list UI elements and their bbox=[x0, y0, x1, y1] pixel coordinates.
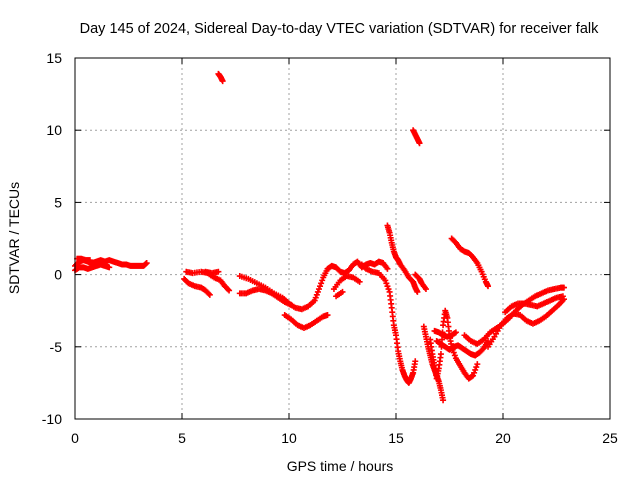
y-tick-label: -5 bbox=[50, 339, 63, 355]
series-afternoon-9 bbox=[433, 338, 492, 359]
data-point bbox=[219, 78, 226, 85]
x-tick-label: 0 bbox=[71, 430, 79, 446]
series-morning-1 bbox=[181, 275, 213, 298]
data-point bbox=[339, 288, 346, 295]
data-point bbox=[414, 288, 421, 295]
data-point bbox=[86, 257, 93, 264]
series-afternoon-4 bbox=[384, 222, 421, 295]
axis-ticks: 0 5 10 15 20 25 -10 -5 0 5 10 15 bbox=[42, 50, 618, 446]
data-point bbox=[382, 277, 389, 284]
series-afternoon-11 bbox=[448, 235, 492, 290]
data-point bbox=[384, 265, 391, 272]
data-point bbox=[385, 286, 392, 293]
data-point bbox=[452, 329, 459, 336]
data-point bbox=[314, 288, 321, 295]
data-point bbox=[205, 290, 212, 297]
data-point bbox=[315, 286, 322, 293]
data-point bbox=[451, 352, 458, 359]
series-afternoon-1 bbox=[330, 273, 363, 293]
series-afternoon-2 bbox=[333, 288, 346, 300]
series-afternoon-5 bbox=[410, 127, 423, 147]
data-point bbox=[559, 293, 566, 300]
x-tick-label: 10 bbox=[281, 430, 297, 446]
data-point bbox=[384, 283, 391, 290]
series-morning-3 bbox=[202, 268, 222, 277]
data-point bbox=[422, 286, 429, 293]
data-point bbox=[485, 283, 492, 290]
data-point bbox=[312, 294, 319, 301]
y-tick-label: 10 bbox=[46, 122, 62, 138]
data-point bbox=[416, 140, 423, 147]
data-point bbox=[560, 284, 567, 291]
plot-frame bbox=[74, 57, 611, 420]
data-point bbox=[143, 260, 150, 267]
data-point bbox=[437, 351, 444, 358]
data-point bbox=[470, 372, 477, 379]
y-tick-label: -10 bbox=[42, 411, 62, 427]
series-afternoon-6 bbox=[412, 271, 429, 293]
data-point bbox=[471, 369, 478, 376]
series-early-b bbox=[72, 261, 113, 274]
data-point bbox=[311, 297, 318, 304]
series-morning-6 bbox=[281, 312, 331, 332]
data-point bbox=[318, 280, 325, 287]
y-axis-label: SDTVAR / TECUs bbox=[6, 182, 22, 294]
data-point bbox=[473, 364, 480, 371]
data-points bbox=[72, 70, 567, 404]
x-tick-label: 5 bbox=[178, 430, 186, 446]
data-point bbox=[106, 264, 113, 271]
grid-lines bbox=[75, 58, 610, 419]
x-axis-label: GPS time / hours bbox=[287, 458, 394, 474]
data-point bbox=[439, 336, 446, 343]
y-tick-label: 5 bbox=[54, 194, 62, 210]
data-point bbox=[319, 277, 326, 284]
data-point bbox=[313, 291, 320, 298]
series-afternoon-14 bbox=[502, 293, 566, 316]
series-early-c bbox=[74, 255, 93, 264]
y-tick-label: 0 bbox=[54, 267, 62, 283]
series-isolated-high bbox=[215, 70, 226, 85]
data-point bbox=[206, 291, 213, 298]
y-tick-label: 15 bbox=[46, 50, 62, 66]
chart-title: Day 145 of 2024, Sidereal Day-to-day VTE… bbox=[80, 21, 599, 37]
data-point bbox=[215, 268, 222, 275]
data-point bbox=[324, 312, 331, 319]
series-afternoon-3 bbox=[358, 261, 419, 386]
data-point bbox=[383, 280, 390, 287]
data-point bbox=[226, 287, 233, 294]
data-point bbox=[450, 349, 457, 356]
data-point bbox=[412, 358, 419, 365]
data-point bbox=[474, 361, 481, 368]
x-tick-label: 20 bbox=[495, 430, 511, 446]
x-tick-label: 25 bbox=[602, 430, 618, 446]
series-morning-5 bbox=[236, 286, 295, 308]
data-point bbox=[440, 397, 447, 404]
data-point bbox=[472, 366, 479, 373]
series-afternoon-10 bbox=[431, 327, 459, 340]
data-point bbox=[356, 278, 363, 285]
data-point bbox=[225, 286, 232, 293]
series-afternoon-13 bbox=[485, 296, 567, 350]
data-point bbox=[317, 283, 324, 290]
x-tick-label: 15 bbox=[388, 430, 404, 446]
data-point bbox=[288, 301, 295, 308]
